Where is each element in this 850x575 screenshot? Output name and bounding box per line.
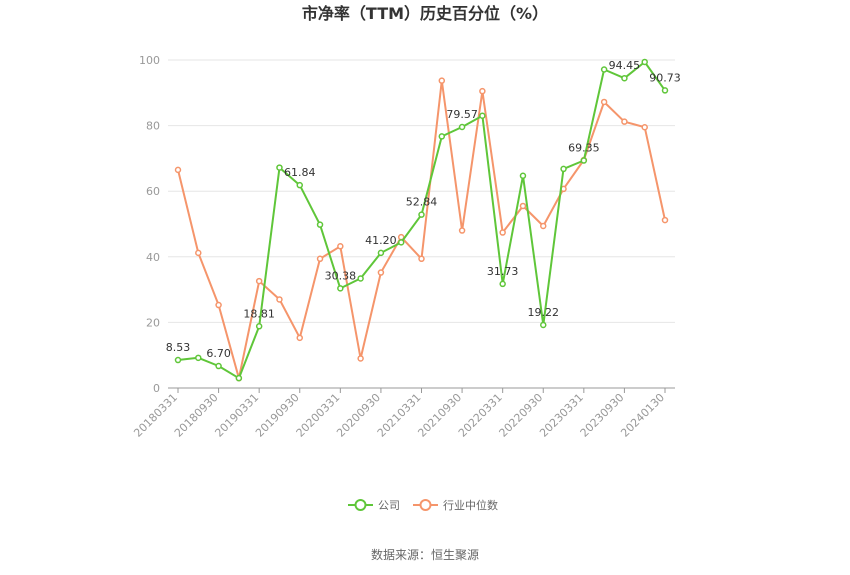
legend-swatch-marker — [354, 499, 367, 511]
series-1-point — [621, 118, 628, 125]
data-label: 61.84 — [284, 166, 316, 179]
series-1-point — [641, 123, 648, 131]
series-0-point — [479, 112, 486, 120]
series-0-point — [458, 123, 466, 131]
y-tick-label: 80 — [146, 120, 160, 133]
data-label: 8.53 — [166, 341, 191, 354]
legend-label: 公司 — [378, 499, 400, 512]
y-tick-label: 0 — [153, 382, 160, 395]
y-axis: 0 20 40 60 80 100 — [139, 54, 160, 395]
series-1-point — [377, 269, 385, 276]
series-1-point — [499, 229, 506, 236]
series-0-point — [519, 172, 527, 180]
x-tick-label: 20240130 — [618, 391, 667, 440]
series-0-point — [621, 74, 628, 82]
series-1-point — [438, 77, 446, 84]
x-axis: 2018033120180930201903312019093020200331… — [131, 387, 675, 440]
series-0-point — [296, 181, 303, 189]
series-0-point — [337, 285, 344, 292]
series-1-point — [337, 243, 344, 250]
series-0-point — [377, 249, 385, 257]
y-tick-label: 40 — [146, 251, 160, 264]
data-label: 30.38 — [325, 269, 357, 282]
series-0-point — [276, 164, 283, 171]
data-label: 18.81 — [243, 307, 275, 320]
source-note: 数据来源：恒生聚源 — [371, 547, 479, 562]
data-label: 41.20 — [365, 234, 397, 247]
series-0-point — [499, 280, 506, 288]
series-1-point — [215, 301, 222, 309]
data-label: 19.22 — [528, 306, 560, 319]
series-0-point — [641, 58, 648, 66]
legend-label: 行业中位数 — [443, 498, 498, 512]
data-label: 94.45 — [609, 59, 641, 72]
data-label: 52.84 — [406, 196, 438, 209]
legend-swatch-marker — [419, 499, 432, 511]
series-1-point — [458, 227, 466, 234]
series-1-point — [357, 355, 364, 362]
series-0-point — [397, 239, 405, 246]
data-label: 31.73 — [487, 265, 519, 278]
data-label: 90.73 — [649, 71, 681, 84]
series-1-point — [276, 296, 283, 303]
series-0-point — [418, 211, 425, 218]
series-0-point — [255, 323, 263, 330]
series-0-point — [540, 321, 547, 329]
series-0-point — [560, 165, 567, 173]
chart-title: 市净率（TTM）历史百分位（%） — [302, 4, 548, 23]
y-tick-label: 100 — [139, 54, 160, 67]
series-0-point — [215, 362, 222, 370]
series-1-point — [255, 277, 263, 285]
series-1-point — [296, 334, 303, 342]
data-label: 79.57 — [446, 108, 478, 121]
series-0-point — [316, 221, 324, 228]
series-1-point — [418, 255, 425, 263]
y-tick-label: 20 — [146, 316, 160, 329]
series-line-0 — [177, 61, 666, 380]
series-1-point — [174, 166, 182, 174]
data-label: 6.70 — [206, 347, 231, 360]
data-labels: 8.53 6.70 18.81 61.84 30.38 41.20 52.84 79.57 31… — [166, 59, 681, 360]
series-1-point — [661, 216, 669, 224]
legend[interactable]: 公司 行业中位数 — [348, 498, 498, 512]
grid — [168, 59, 675, 323]
series-0-point — [195, 354, 202, 362]
series-0-point — [235, 374, 243, 382]
series-1-point — [519, 202, 527, 210]
series-1-point — [316, 255, 324, 263]
series-0-point — [357, 275, 364, 282]
series-1-point — [540, 222, 547, 230]
y-tick-label: 60 — [146, 185, 160, 198]
series-0-point — [580, 157, 588, 164]
data-label: 69.35 — [568, 142, 600, 155]
series-0-point — [661, 87, 669, 94]
series-1-point — [600, 98, 608, 106]
series-0-point — [438, 133, 446, 140]
series-0-point — [600, 66, 608, 73]
series-1-point — [195, 249, 202, 257]
series-layer — [174, 58, 669, 382]
series-1-point — [479, 87, 486, 95]
series-0-point — [174, 356, 182, 364]
